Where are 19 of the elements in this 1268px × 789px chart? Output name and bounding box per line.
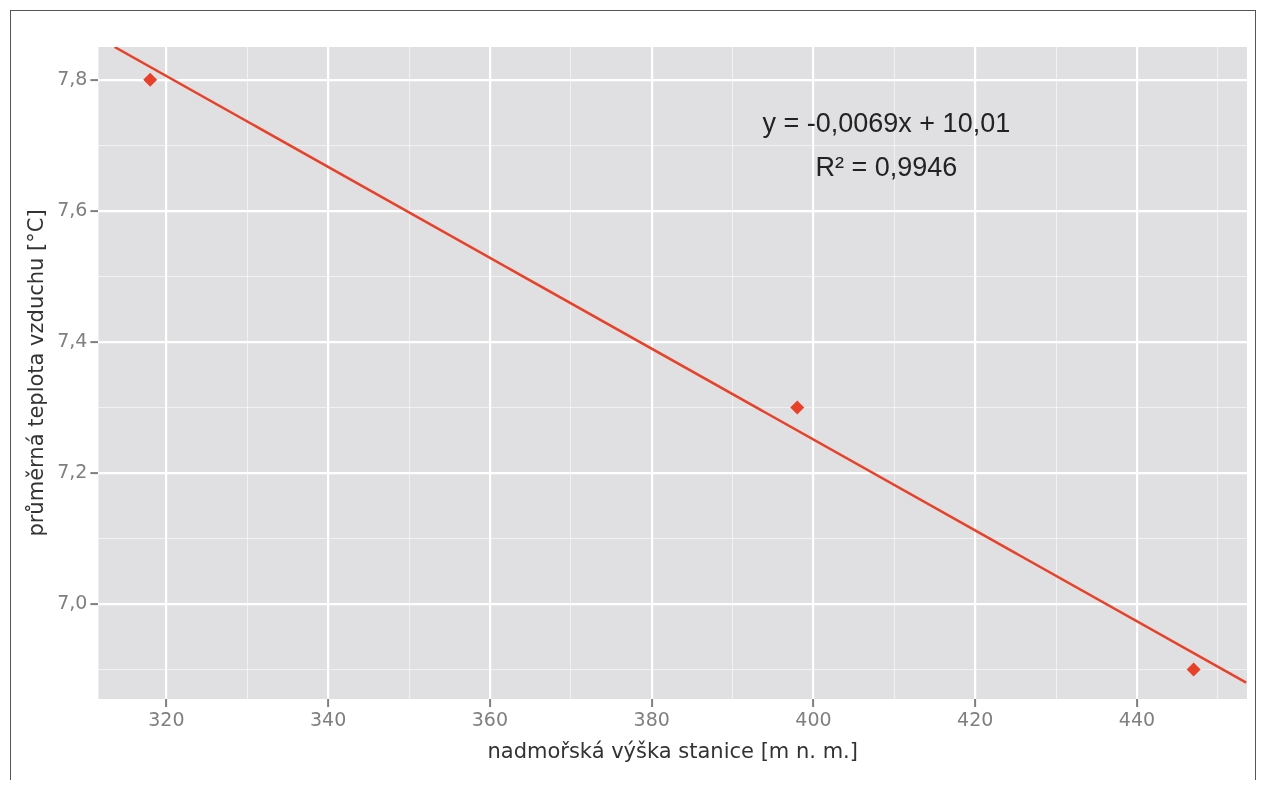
x-tick-label: 360: [471, 708, 509, 731]
x-tick-label: 340: [310, 708, 347, 731]
y-tick-label: 7,2: [57, 459, 88, 482]
x-tick-label: 400: [795, 708, 832, 731]
point: [143, 72, 158, 87]
y-tick-label: 7,0: [57, 590, 88, 613]
y-axis-title: průměrná teplota vzduchu [°C]: [24, 209, 49, 537]
x-tick-label: 380: [633, 708, 670, 731]
x-axis-title: nadmořská výška stanice [m n. m.]: [487, 738, 858, 763]
x-tick-label: 420: [957, 708, 994, 731]
x-tick-label: 440: [1118, 708, 1156, 731]
point: [790, 400, 805, 415]
y-tick-label: 7,4: [57, 328, 88, 351]
y-tick-label: 7,6: [57, 197, 88, 220]
x-tick-label: 320: [148, 708, 185, 731]
y-tick-label: 7,8: [57, 66, 88, 89]
point: [1186, 662, 1201, 677]
annotation: y = -0,0069x + 10,01: [762, 108, 1011, 139]
annotation: R² = 0,9946: [815, 152, 958, 183]
